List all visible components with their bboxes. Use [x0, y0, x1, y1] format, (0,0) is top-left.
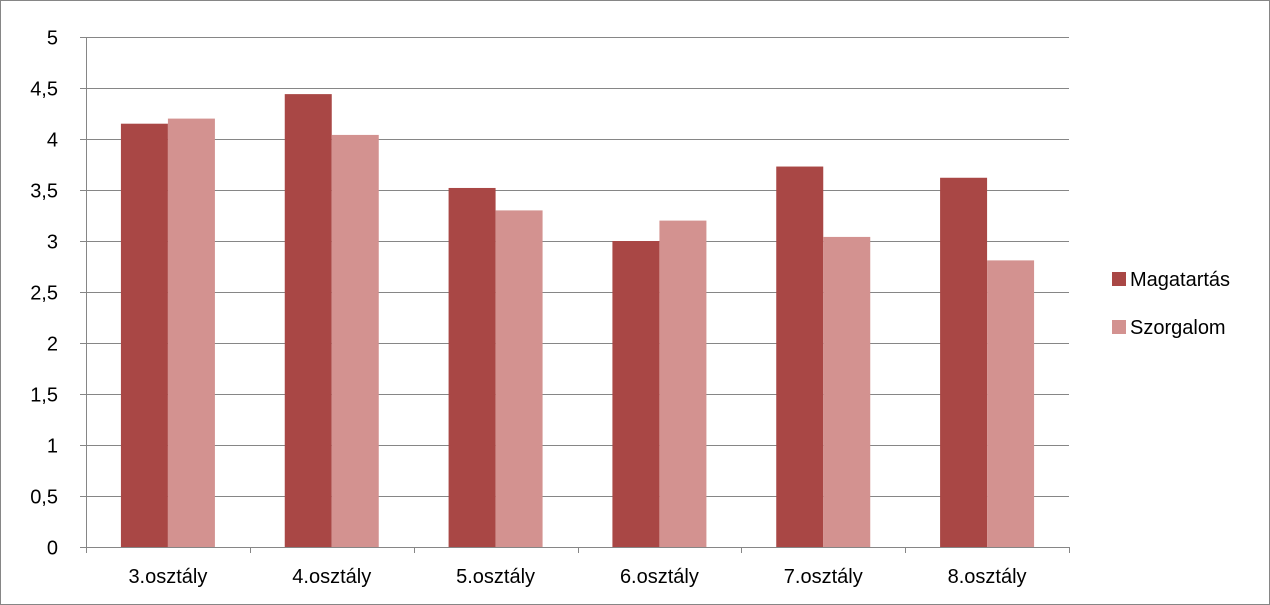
- y-tick-label: 4: [47, 130, 58, 152]
- y-tick-label: 1: [47, 436, 58, 458]
- legend-label: Magatartás: [1130, 269, 1230, 291]
- legend: Magatartás Szorgalom: [1112, 269, 1230, 339]
- y-tick-label: 3,5: [30, 181, 58, 203]
- bars: [120, 94, 1035, 548]
- x-tick-label: 8.osztály: [948, 566, 1027, 588]
- x-tick-label: 6.osztály: [620, 566, 699, 588]
- y-tick-label: 3: [47, 232, 58, 254]
- bar-szorgalom: [331, 134, 379, 548]
- legend-swatch: [1112, 320, 1126, 334]
- y-tick-label: 1,5: [30, 385, 58, 407]
- bar-magatartás: [120, 123, 168, 547]
- y-tick-label: 0: [47, 538, 58, 560]
- bar-szorgalom: [987, 260, 1035, 547]
- x-tick-labels: 3.osztály 4.osztály 5.osztály 6.osztály 7.os…: [128, 566, 1026, 588]
- y-tick-labels: 0 0,5 1 1,5 2 2,5 3 3,5 4 4,5 5: [30, 28, 58, 560]
- bar-magatartás: [940, 177, 988, 547]
- bar-magatartás: [448, 187, 496, 547]
- x-tick-label: 7.osztály: [784, 566, 863, 588]
- legend-swatch: [1112, 272, 1126, 286]
- bar-magatartás: [776, 166, 824, 548]
- bar-magatartás: [284, 94, 332, 548]
- axes: [80, 37, 1070, 553]
- x-tick-label: 4.osztály: [292, 566, 371, 588]
- x-tick-label: 5.osztály: [456, 566, 535, 588]
- legend-label: Szorgalom: [1130, 317, 1226, 339]
- y-tick-label: 0,5: [30, 487, 58, 509]
- gridlines: [86, 37, 1069, 497]
- bar-szorgalom: [823, 236, 871, 548]
- y-tick-label: 2,5: [30, 283, 58, 305]
- x-tick-label: 3.osztály: [128, 566, 207, 588]
- bar-szorgalom: [659, 220, 707, 547]
- y-tick-label: 5: [47, 28, 58, 50]
- bar-szorgalom: [167, 118, 215, 547]
- y-tick-label: 4,5: [30, 79, 58, 101]
- bar-magatartás: [612, 241, 660, 547]
- y-tick-label: 2: [47, 334, 58, 356]
- bar-szorgalom: [495, 210, 543, 547]
